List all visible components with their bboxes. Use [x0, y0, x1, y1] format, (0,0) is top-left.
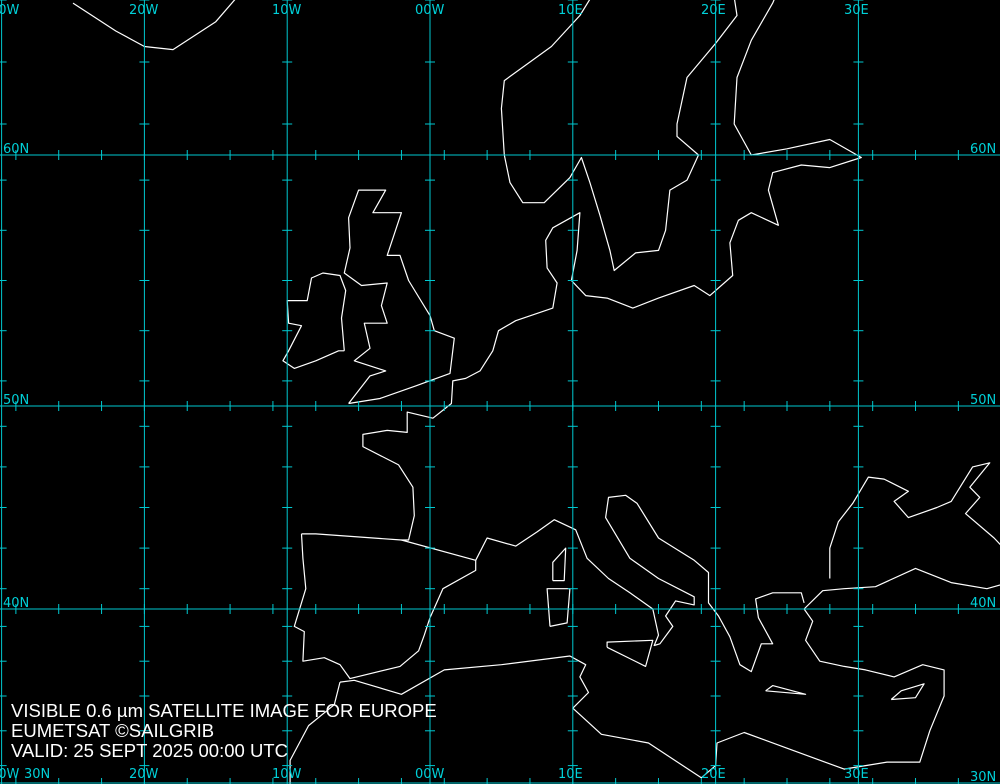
left-lat-label-40n: 40N — [3, 596, 30, 611]
bottom-lon-label-00w: 00W — [415, 767, 445, 782]
coastline-corsica — [552, 547, 567, 582]
coastline-mediterranean-north — [475, 494, 805, 673]
coastline-ireland — [282, 272, 347, 369]
bottom-lon-label-10w: 10W — [272, 767, 302, 782]
left-lat-label-50n: 50N — [3, 393, 30, 408]
bottom-lon-label-30e: 30E — [844, 767, 869, 782]
coastline-crete — [765, 684, 807, 695]
right-lat-label-50n: 50N — [970, 393, 997, 408]
coastline-iceland — [72, 0, 236, 51]
caption-title: VISIBLE 0.6 µm SATELLITE IMAGE FOR EUROP… — [11, 700, 437, 721]
caption-credit: EUMETSAT ©SAILGRIB — [11, 720, 215, 741]
coastline-cyprus — [890, 683, 925, 701]
coastline-morocco-atlantic — [289, 681, 341, 784]
top-lon-label-10e: 10E — [558, 3, 583, 18]
coastline-atlantic-baltic — [362, 0, 862, 541]
right-lat-label-60n: 60N — [970, 142, 997, 157]
left-lat-label-60n: 60N — [3, 142, 30, 157]
bottom-lon-label-20e: 20E — [701, 767, 726, 782]
coastline-great-britain — [343, 189, 455, 405]
top-lon-label-00w: 00W — [415, 3, 445, 18]
coastline-sardinia — [546, 588, 571, 627]
bottom-lon-label-30w: 30W — [0, 767, 20, 782]
bottom-lon-label-10e: 10E — [558, 767, 583, 782]
coastline-north-africa-levant — [339, 567, 1000, 779]
top-lon-label-10w: 10W — [272, 3, 302, 18]
top-lon-label-20w: 20W — [129, 3, 159, 18]
bottom-lon-label-20w: 20W — [129, 767, 159, 782]
coastline-iberia — [293, 533, 477, 680]
left-lat-label-30n: 30N — [24, 767, 51, 782]
right-lat-label-40n: 40N — [970, 596, 997, 611]
coastline-black-sea-north — [829, 462, 1000, 579]
top-lon-label-30w: 30W — [0, 3, 20, 18]
coastline-sicily — [606, 639, 654, 668]
right-lat-label-30n: 30N — [970, 770, 997, 784]
coastline-scandinavia — [500, 0, 738, 272]
top-lon-label-20e: 20E — [701, 3, 726, 18]
caption-valid-time: VALID: 25 SEPT 2025 00:00 UTC — [11, 740, 288, 761]
top-lon-label-30e: 30E — [844, 3, 869, 18]
